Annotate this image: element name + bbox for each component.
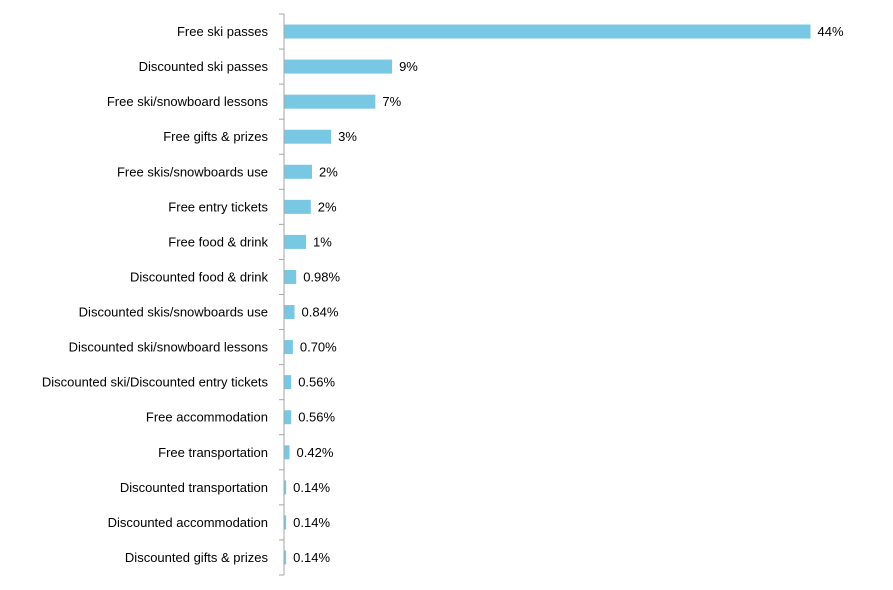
bar	[284, 410, 292, 425]
data-label: 7%	[382, 94, 401, 109]
bar	[284, 164, 312, 179]
data-label: 9%	[399, 59, 418, 74]
data-label: 0.70%	[300, 340, 337, 355]
category-label: Discounted food & drink	[130, 269, 269, 284]
bar	[284, 375, 292, 390]
category-label: Free entry tickets	[168, 199, 268, 214]
bar	[284, 480, 287, 495]
data-label: 1%	[313, 234, 332, 249]
bar	[284, 550, 287, 565]
data-label: 0.56%	[298, 375, 335, 390]
bar	[284, 24, 811, 39]
bars-layer	[284, 24, 811, 565]
data-label: 0.56%	[298, 410, 335, 425]
y-axis-ticks	[279, 13, 284, 576]
bar	[284, 234, 307, 249]
category-label: Discounted ski/snowboard lessons	[69, 340, 269, 355]
category-label: Free transportation	[158, 445, 268, 460]
data-label: 3%	[338, 129, 357, 144]
category-label: Discounted accommodation	[108, 515, 268, 530]
bar	[284, 94, 376, 109]
category-label: Discounted skis/snowboards use	[79, 305, 268, 320]
category-label: Free gifts & prizes	[163, 129, 268, 144]
category-label: Discounted ski passes	[139, 59, 269, 74]
data-label: 0.14%	[293, 550, 330, 565]
category-label: Discounted transportation	[120, 480, 268, 495]
bar	[284, 59, 393, 74]
data-label: 0.98%	[303, 269, 340, 284]
bar	[284, 199, 311, 214]
category-label: Free ski passes	[177, 24, 269, 39]
bar	[284, 305, 295, 320]
category-label: Discounted gifts & prizes	[125, 550, 269, 565]
data-label: 0.42%	[297, 445, 334, 460]
data-label: 44%	[818, 24, 844, 39]
bar	[284, 340, 293, 355]
bar	[284, 445, 290, 460]
data-label: 0.14%	[293, 480, 330, 495]
category-label: Free accommodation	[146, 410, 268, 425]
category-label: Discounted ski/Discounted entry tickets	[42, 375, 269, 390]
data-label: 0.14%	[293, 515, 330, 530]
bar	[284, 269, 297, 284]
category-label: Free food & drink	[168, 234, 268, 249]
bar	[284, 129, 332, 144]
value-labels: 44% 9% 7% 3% 2% 2% 1% 0.98% 0.84% 0.70% 0.56% 0.56%…	[293, 24, 844, 565]
category-label: Free ski/snowboard lessons	[107, 94, 269, 109]
data-label: 0.84%	[302, 305, 339, 320]
category-label: Free skis/snowboards use	[117, 164, 268, 179]
data-label: 2%	[318, 199, 337, 214]
bar	[284, 515, 287, 530]
data-label: 2%	[319, 164, 338, 179]
category-labels: Free ski passes Discounted ski passes Free…	[42, 24, 269, 565]
